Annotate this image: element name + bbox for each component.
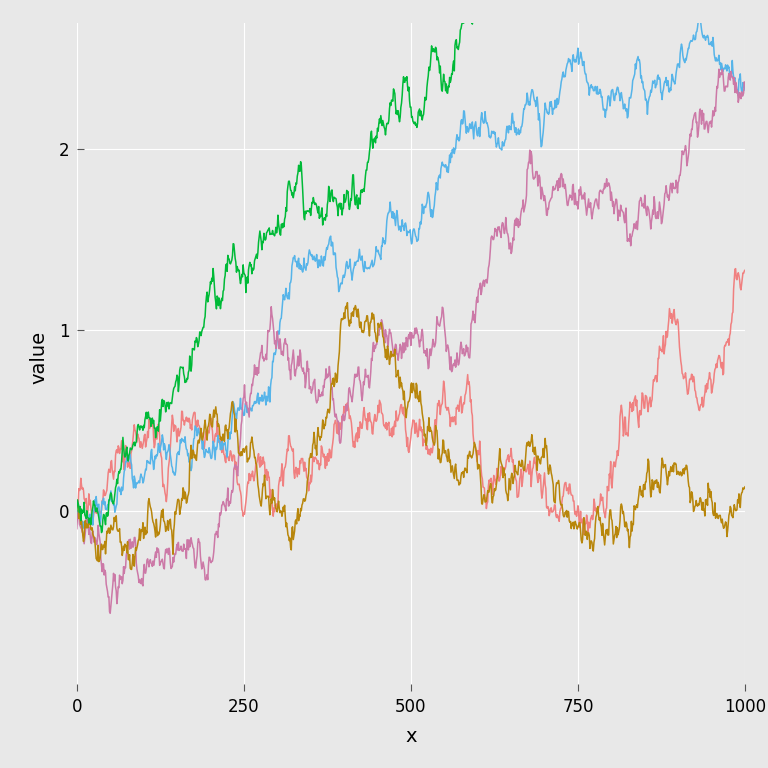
Y-axis label: value: value [29,330,48,384]
X-axis label: x: x [406,727,416,746]
